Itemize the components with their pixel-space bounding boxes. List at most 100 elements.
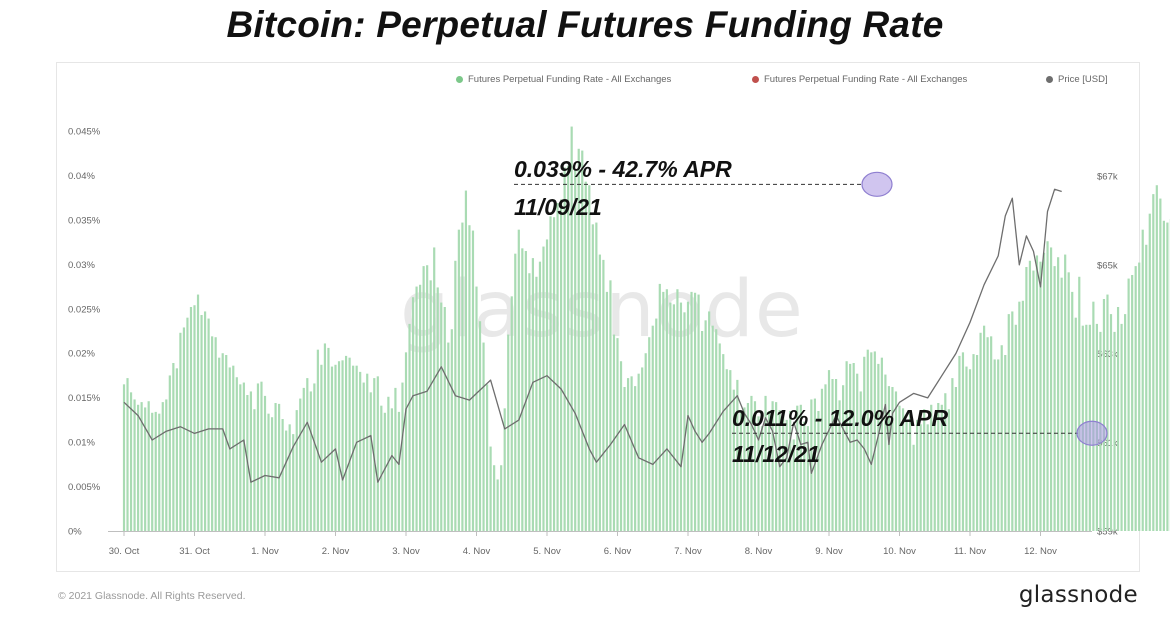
funding-rate-bar [140, 402, 143, 531]
funding-rate-bar [782, 410, 785, 531]
funding-rate-bar [584, 181, 587, 532]
funding-rate-bar [538, 261, 542, 531]
y-tick-label-left: 0% [68, 527, 82, 538]
funding-rate-bar [249, 391, 252, 531]
funding-rate-bar [651, 325, 654, 531]
funding-rate-bar [708, 311, 711, 531]
funding-rate-bar [634, 386, 637, 531]
funding-rate-bar [531, 258, 534, 531]
funding-rate-bar [866, 349, 869, 531]
funding-rate-bar [411, 297, 415, 531]
funding-rate-bar [524, 251, 527, 531]
funding-rate-bar [820, 388, 824, 531]
funding-rate-bar [789, 411, 792, 531]
funding-rate-bar [478, 321, 482, 531]
funding-rate-bar [1071, 291, 1074, 531]
funding-rate-bar [1014, 324, 1017, 531]
funding-rate-bar [923, 409, 926, 531]
funding-rate-bar [877, 363, 880, 531]
funding-rate-bar [1102, 299, 1106, 531]
funding-rate-bar [1000, 345, 1003, 531]
funding-rate-bar [288, 424, 291, 531]
funding-rate-bar [1106, 294, 1109, 531]
funding-rate-bar [767, 411, 771, 531]
funding-rate-bar [1064, 254, 1067, 531]
funding-rate-bar [901, 408, 905, 531]
legend-item-price[interactable]: Price [USD] [1046, 74, 1108, 85]
funding-rate-bar [341, 360, 344, 531]
funding-rate-bar [196, 294, 200, 531]
funding-rate-bar [316, 349, 319, 531]
funding-rate-bar [732, 389, 735, 531]
funding-rate-bar [309, 391, 312, 531]
funding-rate-bar [179, 332, 182, 531]
legend-marker-grey [1046, 76, 1053, 83]
funding-rate-bar [863, 356, 866, 531]
x-tick-label: 12. Nov [1024, 546, 1057, 557]
funding-rate-bar [337, 361, 341, 531]
legend-item-funding-green[interactable]: Futures Perpetual Funding Rate - All Exc… [456, 74, 671, 85]
funding-rate-bar [344, 355, 348, 531]
funding-rate-bar [605, 291, 609, 531]
funding-rate-bar [567, 165, 570, 532]
funding-rate-bar [1155, 185, 1158, 531]
funding-rate-bar [1021, 300, 1024, 531]
funding-rate-bar [493, 465, 496, 531]
funding-rate-bar [404, 352, 408, 531]
funding-rate-bar [588, 185, 591, 531]
price-line [123, 188, 1062, 483]
funding-rate-bar [482, 342, 485, 531]
funding-rate-bar [856, 373, 859, 531]
funding-rate-bar [574, 169, 577, 531]
x-tick-label: 1. Nov [251, 546, 279, 557]
funding-rate-bar [274, 403, 277, 531]
x-tick-label: 6. Nov [604, 546, 632, 557]
funding-rate-bar [359, 371, 362, 531]
funding-rate-bar [369, 392, 372, 531]
funding-rate-bar [1039, 261, 1042, 531]
funding-rate-bar [951, 378, 954, 531]
funding-rate-bar [916, 419, 919, 531]
funding-rate-bar [775, 402, 778, 531]
funding-rate-bar [193, 305, 196, 531]
funding-rate-bar [778, 410, 781, 531]
funding-rate-bar [968, 369, 972, 531]
funding-rate-bar [285, 430, 288, 531]
y-tick-label-left: 0.03% [68, 260, 95, 271]
funding-rate-bar [750, 395, 753, 531]
funding-rate-bar [496, 479, 499, 531]
funding-rate-bar [225, 355, 228, 531]
funding-rate-bar [930, 404, 933, 531]
funding-rate-bar [221, 353, 224, 531]
funding-rate-bar [560, 199, 563, 531]
annotation-current-date: 11/12/21 [732, 441, 820, 467]
funding-rate-bar [609, 280, 612, 531]
funding-rate-bar [852, 363, 855, 531]
x-tick-label: 4. Nov [463, 546, 491, 557]
funding-rate-bar [644, 353, 647, 531]
y-tick-label-right: $67k [1097, 172, 1118, 183]
annotation-marker [861, 171, 893, 197]
y-tick-label-left: 0.02% [68, 349, 95, 360]
funding-rate-bar [722, 354, 725, 531]
funding-rate-bar [817, 411, 820, 531]
funding-rate-bar [281, 419, 284, 531]
funding-rate-bar [810, 399, 813, 531]
funding-rate-bar [154, 411, 157, 531]
funding-rate-bar [165, 399, 168, 531]
funding-rate-bar [436, 287, 439, 531]
x-tick-label: 11. Nov [954, 546, 986, 557]
funding-rate-bar [330, 366, 334, 531]
funding-rate-bar [1152, 194, 1155, 532]
legend-marker-red [752, 76, 759, 83]
x-tick-label: 2. Nov [322, 546, 350, 557]
legend-item-funding-red[interactable]: Futures Perpetual Funding Rate - All Exc… [752, 74, 967, 85]
funding-rate-bar [1074, 317, 1077, 531]
funding-rate-bar [1138, 262, 1141, 531]
funding-rate-bar [947, 409, 950, 531]
funding-rate-bar [743, 407, 746, 531]
y-tick-label-left: 0.015% [68, 393, 101, 404]
funding-rate-bar [507, 334, 510, 531]
funding-rate-bar [390, 408, 393, 531]
funding-rate-bar [944, 393, 947, 531]
